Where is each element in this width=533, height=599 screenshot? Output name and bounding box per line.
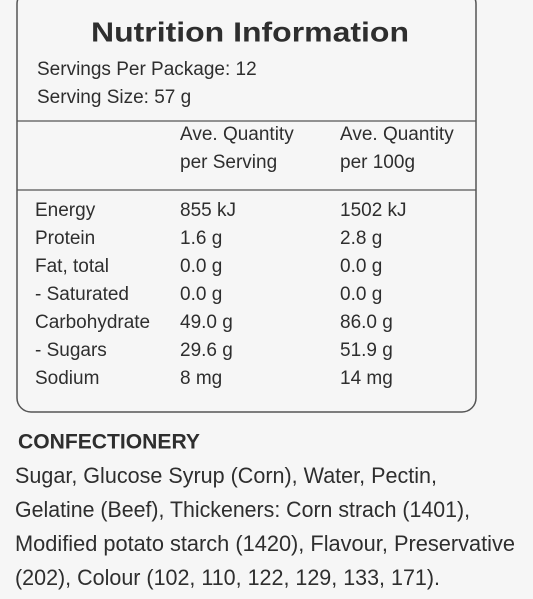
servings-per-package: Servings Per Package: 12 — [37, 59, 257, 80]
per-serving: 0.0 g — [180, 284, 222, 305]
per-serving: 855 kJ — [180, 200, 236, 221]
column-header: per 100g — [340, 152, 415, 173]
nutrient-name: Fat, total — [35, 256, 109, 277]
per-100g: 51.9 g — [340, 340, 393, 361]
per-serving: 29.6 g — [180, 340, 233, 361]
serving-size: Serving Size: 57 g — [37, 87, 191, 108]
ingredients-line: Modified potato starch (1420), Flavour, … — [15, 531, 515, 556]
nutrient-name: Protein — [35, 228, 95, 249]
per-serving: 1.6 g — [180, 228, 222, 249]
per-serving: 8 mg — [180, 368, 222, 389]
ingredients-line: Sugar, Glucose Syrup (Corn), Water, Pect… — [15, 463, 437, 488]
nutrient-name: Sodium — [35, 368, 99, 389]
ingredients-heading: CONFECTIONERY — [18, 431, 200, 454]
per-100g: 0.0 g — [340, 256, 382, 277]
per-serving: 0.0 g — [180, 256, 222, 277]
per-serving: 49.0 g — [180, 312, 233, 333]
nutrient-name: - Saturated — [35, 284, 129, 305]
per-100g: 0.0 g — [340, 284, 382, 305]
column-header: per Serving — [180, 152, 277, 173]
panel-border — [16, 0, 477, 413]
ingredients-line: (202), Colour (102, 110, 122, 129, 133, … — [15, 565, 440, 590]
per-100g: 1502 kJ — [340, 200, 407, 221]
per-100g: 2.8 g — [340, 228, 382, 249]
column-header: Ave. Quantity — [340, 124, 454, 145]
ingredients-line: Gelatine (Beef), Thickeners: Corn strach… — [15, 497, 470, 522]
per-100g: 86.0 g — [340, 312, 393, 333]
nutrient-name: Energy — [35, 200, 96, 221]
nutrient-name: - Sugars — [35, 340, 107, 361]
panel-title: Nutrition Information — [91, 16, 409, 47]
nutrient-name: Carbohydrate — [35, 312, 150, 333]
column-header: Ave. Quantity — [180, 124, 294, 145]
per-100g: 14 mg — [340, 368, 393, 389]
